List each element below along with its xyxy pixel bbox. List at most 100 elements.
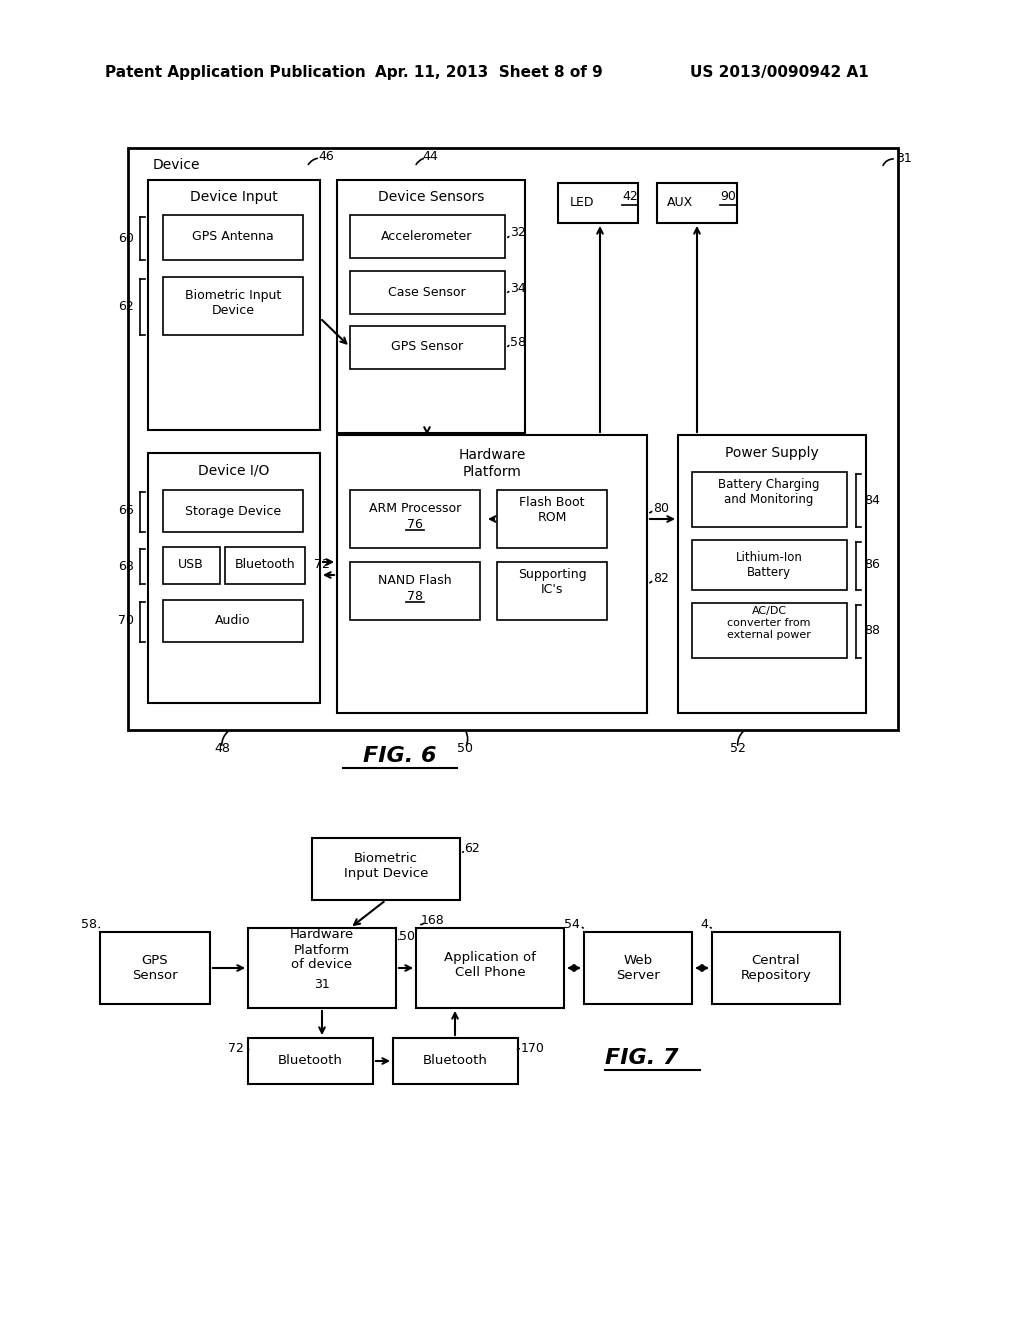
Bar — [350, 271, 505, 314]
Bar — [163, 490, 303, 532]
Text: Device I/O: Device I/O — [199, 463, 269, 477]
Text: Audio: Audio — [215, 615, 251, 627]
Text: 78: 78 — [407, 590, 423, 602]
Bar — [337, 436, 647, 713]
Text: Storage Device: Storage Device — [185, 504, 281, 517]
Bar — [128, 148, 898, 730]
Bar — [350, 215, 505, 257]
Bar — [350, 562, 480, 620]
Text: Case Sensor: Case Sensor — [388, 285, 466, 298]
Bar — [657, 183, 737, 223]
Text: Bluetooth: Bluetooth — [278, 1055, 342, 1068]
Text: Patent Application Publication: Patent Application Publication — [105, 65, 366, 79]
Text: Device Input: Device Input — [190, 190, 278, 205]
Text: AC/DC
converter from
external power: AC/DC converter from external power — [727, 606, 811, 640]
Text: 76: 76 — [408, 517, 423, 531]
Text: 86: 86 — [864, 558, 880, 572]
Text: 48: 48 — [214, 742, 230, 755]
Text: Hardware: Hardware — [459, 447, 525, 462]
Text: 58: 58 — [81, 917, 97, 931]
Bar — [148, 453, 319, 704]
Text: 72: 72 — [314, 558, 330, 572]
Bar — [497, 562, 607, 620]
Bar — [678, 436, 866, 713]
Bar — [350, 490, 480, 548]
Text: Hardware
Platform
of device: Hardware Platform of device — [290, 928, 354, 972]
Text: 62: 62 — [118, 301, 134, 314]
Text: 84: 84 — [864, 494, 880, 507]
Text: Supporting
IC's: Supporting IC's — [518, 568, 587, 597]
Text: 62: 62 — [464, 842, 480, 854]
Text: Platform: Platform — [463, 465, 521, 479]
Text: 50: 50 — [457, 742, 473, 755]
Bar — [712, 932, 840, 1005]
Bar — [312, 838, 460, 900]
Text: 68: 68 — [118, 560, 134, 573]
Text: 90: 90 — [720, 190, 736, 202]
Text: Bluetooth: Bluetooth — [423, 1055, 487, 1068]
Text: Web
Server: Web Server — [616, 954, 659, 982]
Bar — [225, 546, 305, 583]
Text: GPS Antenna: GPS Antenna — [193, 231, 273, 243]
Bar — [558, 183, 638, 223]
Text: Lithium-Ion
Battery: Lithium-Ion Battery — [735, 550, 803, 579]
Text: 170: 170 — [521, 1041, 545, 1055]
Bar — [163, 546, 220, 583]
Text: 88: 88 — [864, 623, 880, 636]
Bar — [148, 180, 319, 430]
Text: US 2013/0090942 A1: US 2013/0090942 A1 — [690, 65, 868, 79]
Bar — [350, 326, 505, 370]
Bar — [163, 277, 303, 335]
Text: 31: 31 — [314, 978, 330, 990]
Text: 82: 82 — [653, 572, 669, 585]
Bar — [100, 932, 210, 1005]
Text: Apr. 11, 2013  Sheet 8 of 9: Apr. 11, 2013 Sheet 8 of 9 — [375, 65, 603, 79]
Bar — [692, 473, 847, 527]
Text: Biometric
Input Device: Biometric Input Device — [344, 851, 428, 880]
Text: GPS
Sensor: GPS Sensor — [132, 954, 178, 982]
Bar — [337, 180, 525, 433]
Bar — [692, 603, 847, 657]
Bar — [163, 215, 303, 260]
Text: Application of
Cell Phone: Application of Cell Phone — [444, 950, 536, 979]
Text: 60: 60 — [118, 231, 134, 244]
Text: 58: 58 — [510, 335, 526, 348]
Text: 34: 34 — [510, 281, 525, 294]
Text: Bluetooth: Bluetooth — [234, 558, 295, 572]
Text: 80: 80 — [653, 502, 669, 515]
Bar — [393, 1038, 518, 1084]
Text: 168: 168 — [421, 913, 444, 927]
Text: NAND Flash: NAND Flash — [378, 573, 452, 586]
Text: 42: 42 — [622, 190, 638, 202]
Text: Central
Repository: Central Repository — [740, 954, 811, 982]
Text: 31: 31 — [896, 152, 911, 165]
Bar — [584, 932, 692, 1005]
Bar — [163, 601, 303, 642]
Text: Battery Charging
and Monitoring: Battery Charging and Monitoring — [718, 478, 820, 506]
Text: 44: 44 — [422, 150, 437, 164]
Bar — [416, 928, 564, 1008]
Text: 54: 54 — [564, 917, 580, 931]
Text: ARM Processor: ARM Processor — [369, 502, 461, 515]
Text: Biometric Input
Device: Biometric Input Device — [185, 289, 282, 317]
Text: 46: 46 — [318, 150, 334, 164]
Text: FIG. 6: FIG. 6 — [364, 746, 437, 766]
Text: 4: 4 — [700, 917, 708, 931]
Text: Flash Boot
ROM: Flash Boot ROM — [519, 496, 585, 524]
Bar — [248, 928, 396, 1008]
Text: Device Sensors: Device Sensors — [378, 190, 484, 205]
Text: AUX: AUX — [667, 197, 693, 210]
Text: 52: 52 — [730, 742, 745, 755]
Text: Accelerometer: Accelerometer — [381, 230, 473, 243]
Text: Device: Device — [153, 158, 201, 172]
Text: GPS Sensor: GPS Sensor — [391, 341, 463, 354]
Text: 70: 70 — [118, 615, 134, 627]
Text: USB: USB — [178, 558, 204, 572]
Text: 32: 32 — [510, 227, 525, 239]
Text: 72: 72 — [228, 1041, 244, 1055]
Bar — [248, 1038, 373, 1084]
Text: 50: 50 — [399, 929, 415, 942]
Text: Power Supply: Power Supply — [725, 446, 819, 459]
Text: FIG. 7: FIG. 7 — [605, 1048, 679, 1068]
Bar — [497, 490, 607, 548]
